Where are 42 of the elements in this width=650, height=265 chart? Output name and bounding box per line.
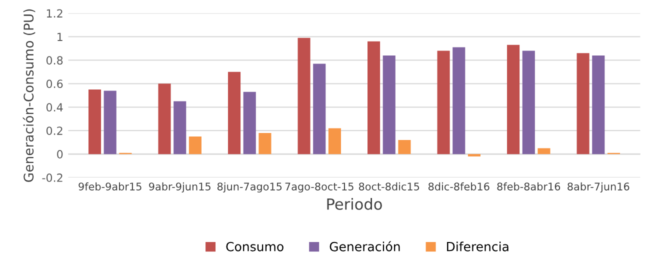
bar bbox=[298, 38, 310, 154]
bar bbox=[592, 56, 605, 154]
x-tick-label: 8feb-8abr16 bbox=[497, 182, 560, 190]
y-tick-label: 0.2 bbox=[46, 126, 62, 135]
bar bbox=[398, 140, 411, 154]
bar bbox=[576, 53, 590, 154]
bar bbox=[538, 148, 550, 154]
x-tick-label: 7ago-8oct-15 bbox=[285, 182, 354, 192]
bar bbox=[507, 44, 520, 154]
x-tick-label: 8oct-8dic15 bbox=[358, 182, 420, 190]
legend-label: Diferencia bbox=[447, 242, 508, 252]
bar bbox=[452, 47, 466, 154]
bar bbox=[368, 41, 380, 154]
bar bbox=[174, 101, 186, 154]
bar bbox=[104, 90, 116, 154]
y-tick-label: 0.8 bbox=[46, 56, 63, 65]
bar bbox=[158, 84, 171, 154]
bar bbox=[228, 72, 241, 154]
y-tick-label: 1.2 bbox=[46, 9, 62, 18]
bar bbox=[437, 50, 450, 154]
y-tick-label: 0 bbox=[57, 150, 63, 158]
bar bbox=[258, 132, 272, 154]
bar bbox=[313, 64, 326, 154]
legend-label: Generación bbox=[330, 241, 400, 252]
y-tick-label: 1 bbox=[58, 32, 62, 41]
bar bbox=[188, 136, 202, 154]
x-tick-label: 8dic-8feb16 bbox=[428, 182, 490, 190]
x-tick-label: 9feb-9abr15 bbox=[78, 182, 142, 190]
x-axis-title: Periodo bbox=[327, 198, 382, 210]
bar bbox=[328, 128, 341, 154]
bar bbox=[382, 56, 396, 154]
x-tick-label: 8jun-7ago15 bbox=[217, 182, 282, 192]
y-tick-label: 0.4 bbox=[46, 103, 63, 112]
bar bbox=[243, 92, 256, 154]
bar bbox=[522, 50, 535, 154]
y-axis-title: Generación-Consumo (PU) bbox=[22, 9, 36, 182]
y-tick-label: -0.2 bbox=[42, 174, 62, 182]
y-tick-label: 0.6 bbox=[46, 80, 63, 88]
legend-label: Consumo bbox=[226, 242, 284, 252]
x-tick-label: 9abr-9jun15 bbox=[149, 182, 210, 192]
x-tick-label: 8abr-7jun16 bbox=[568, 182, 630, 192]
bar bbox=[88, 90, 102, 154]
